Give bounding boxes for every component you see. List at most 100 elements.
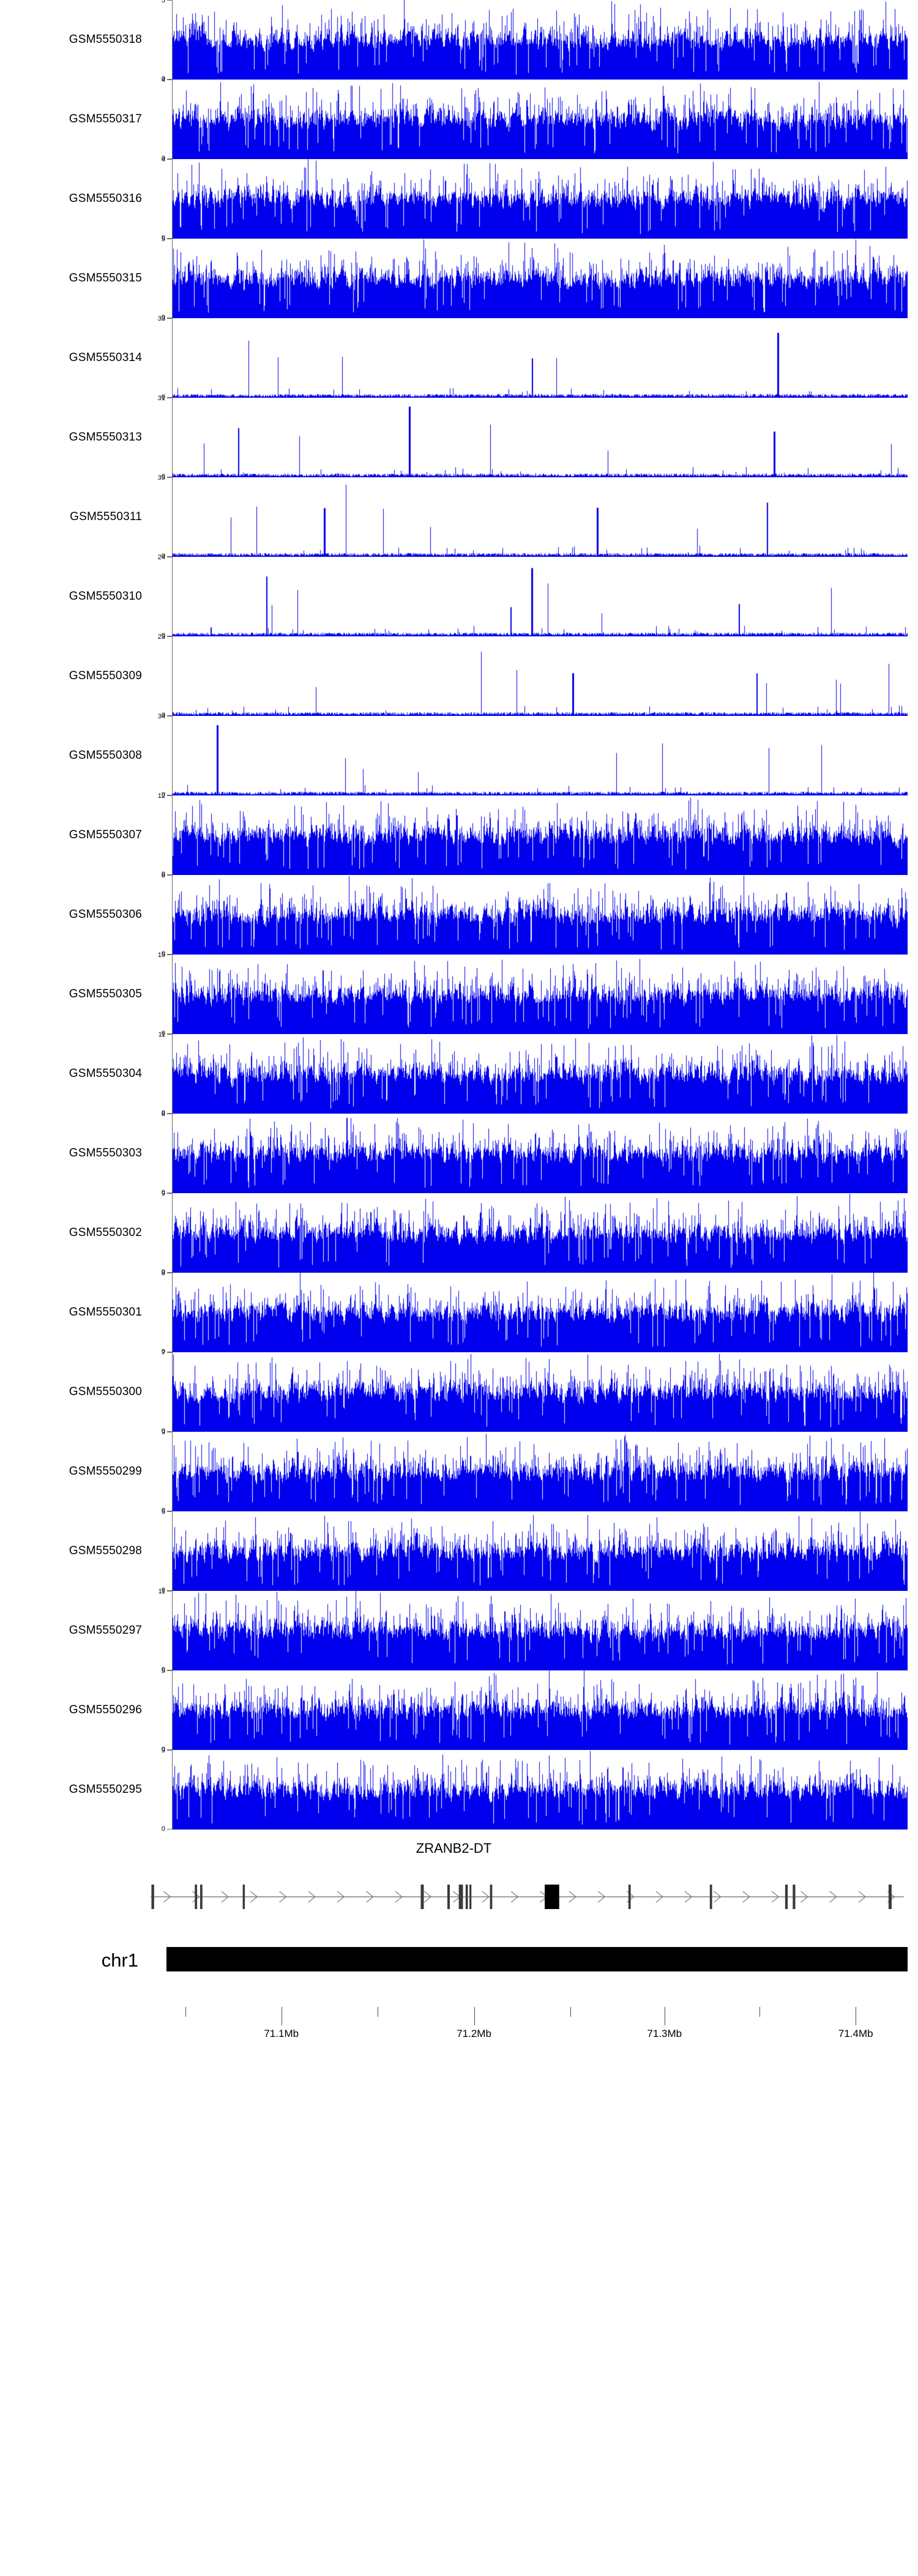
track-label: GSM5550301 bbox=[69, 1306, 142, 1319]
track-axis-max: 8 bbox=[161, 1111, 165, 1118]
coverage-plot-area[interactable] bbox=[173, 0, 908, 80]
coverage-plot-area[interactable] bbox=[173, 955, 908, 1034]
coverage-tracks-container: GSM5550318 5 0 GSM5550317 4 0 GSM5550316 4 0 GSM5… bbox=[0, 0, 918, 1833]
strand-arrow-icon bbox=[250, 1891, 258, 1903]
track-axis-tick-bottom bbox=[167, 1033, 173, 1034]
track-y-axis: 11 0 bbox=[147, 1031, 173, 1117]
genomic-axis-region: 71.1Mb 71.2Mb 71.3Mb 71.4Mb bbox=[0, 2007, 918, 2068]
axis-minor-tick bbox=[570, 2007, 571, 2017]
track-axis-line bbox=[172, 1670, 173, 1750]
track-y-axis: 31 0 bbox=[147, 395, 173, 480]
track-axis-tick-bottom bbox=[167, 874, 173, 875]
track-label: GSM5550295 bbox=[69, 1783, 142, 1796]
track-y-axis: 33 0 bbox=[147, 315, 173, 401]
coverage-plot-area[interactable] bbox=[173, 1114, 908, 1193]
strand-arrow-icon bbox=[713, 1891, 722, 1903]
coverage-plot-area[interactable] bbox=[173, 557, 908, 636]
coverage-plot-area[interactable] bbox=[173, 716, 908, 795]
track-axis-line bbox=[172, 1273, 173, 1352]
coverage-plot-area[interactable] bbox=[173, 1273, 908, 1352]
coverage-canvas bbox=[173, 0, 908, 80]
track-axis-min: 0 bbox=[161, 1666, 165, 1673]
track-axis-line bbox=[172, 795, 173, 875]
coverage-canvas bbox=[173, 80, 908, 159]
coverage-plot-area[interactable] bbox=[173, 239, 908, 318]
axis-major-tick bbox=[474, 2007, 475, 2025]
track-label: GSM5550300 bbox=[69, 1385, 142, 1398]
track-axis-max: 33 bbox=[157, 315, 165, 322]
coverage-track: GSM5550307 12 0 bbox=[0, 793, 918, 878]
coverage-plot-area[interactable] bbox=[173, 875, 908, 955]
gene-model-svg bbox=[151, 1885, 904, 1909]
coverage-plot-area[interactable] bbox=[173, 1670, 908, 1750]
track-label: GSM5550309 bbox=[69, 669, 142, 682]
coverage-plot-area[interactable] bbox=[173, 1750, 908, 1830]
coverage-plot-area[interactable] bbox=[173, 1591, 908, 1670]
track-axis-line bbox=[172, 1591, 173, 1670]
gene-exon bbox=[793, 1885, 796, 1909]
coverage-track: GSM5550299 9 0 bbox=[0, 1429, 918, 1514]
coverage-canvas bbox=[173, 1591, 908, 1670]
coverage-track: GSM5550295 9 0 bbox=[0, 1748, 918, 1833]
track-axis-tick-bottom bbox=[167, 1431, 173, 1432]
strand-arrow-icon bbox=[482, 1891, 490, 1903]
coverage-plot-area[interactable] bbox=[173, 1034, 908, 1114]
coverage-plot-area[interactable] bbox=[173, 477, 908, 557]
gene-model[interactable] bbox=[147, 1883, 908, 1910]
track-axis-tick-top bbox=[167, 1750, 173, 1751]
coverage-plot-area[interactable] bbox=[173, 1352, 908, 1432]
track-axis-max: 4 bbox=[161, 156, 165, 163]
gene-name-label: ZRANB2-DT bbox=[416, 1841, 492, 1856]
coverage-plot-area[interactable] bbox=[173, 1193, 908, 1273]
chromosome-bar bbox=[166, 1947, 908, 1971]
strand-arrow-icon bbox=[192, 1891, 200, 1903]
coverage-plot-area[interactable] bbox=[173, 1432, 908, 1511]
track-label: GSM5550313 bbox=[69, 431, 142, 444]
track-label: GSM5550310 bbox=[69, 590, 142, 603]
track-axis-max: 4 bbox=[161, 76, 165, 84]
coverage-canvas bbox=[173, 318, 908, 398]
strand-arrow-icon bbox=[800, 1891, 808, 1903]
coverage-canvas bbox=[173, 477, 908, 557]
chromosome-region: chr1 bbox=[0, 1934, 918, 2007]
track-axis-max: 9 bbox=[161, 1190, 165, 1197]
track-axis-max: 8 bbox=[161, 1270, 165, 1277]
strand-arrow-icon bbox=[424, 1891, 432, 1903]
strand-arrow-icon bbox=[365, 1891, 374, 1903]
track-axis-max: 11 bbox=[158, 1031, 165, 1038]
strand-arrow-icon bbox=[858, 1891, 867, 1903]
strand-arrow-icon bbox=[308, 1891, 316, 1903]
track-axis-line bbox=[172, 398, 173, 477]
strand-arrow-icon bbox=[278, 1891, 287, 1903]
coverage-canvas bbox=[173, 239, 908, 318]
coverage-canvas bbox=[173, 716, 908, 795]
coverage-plot-area[interactable] bbox=[173, 398, 908, 477]
coverage-track: GSM5550318 5 0 bbox=[0, 0, 918, 83]
track-axis-tick-bottom bbox=[167, 1272, 173, 1273]
track-axis-max: 7 bbox=[161, 1349, 165, 1357]
track-label: GSM5550318 bbox=[69, 33, 142, 46]
strand-arrow-icon bbox=[163, 1891, 171, 1903]
track-axis-min: 0 bbox=[161, 632, 165, 639]
coverage-plot-area[interactable] bbox=[173, 795, 908, 875]
track-axis-tick-top bbox=[167, 1034, 173, 1035]
coverage-plot-area[interactable] bbox=[173, 318, 908, 398]
strand-arrow-icon bbox=[771, 1891, 780, 1903]
strand-arrow-icon bbox=[829, 1891, 837, 1903]
coverage-plot-area[interactable] bbox=[173, 80, 908, 159]
coverage-track: GSM5550303 8 0 bbox=[0, 1111, 918, 1196]
gene-exon bbox=[545, 1885, 559, 1909]
track-label: GSM5550316 bbox=[69, 192, 142, 205]
coverage-plot-area[interactable] bbox=[173, 159, 908, 239]
track-axis-tick-bottom bbox=[167, 1749, 173, 1750]
coverage-plot-area[interactable] bbox=[173, 1511, 908, 1591]
track-axis-min: 0 bbox=[161, 1348, 165, 1355]
coverage-plot-area[interactable] bbox=[173, 636, 908, 716]
track-axis-line bbox=[172, 1750, 173, 1830]
gene-exon bbox=[465, 1885, 468, 1909]
gene-exon bbox=[420, 1885, 424, 1909]
